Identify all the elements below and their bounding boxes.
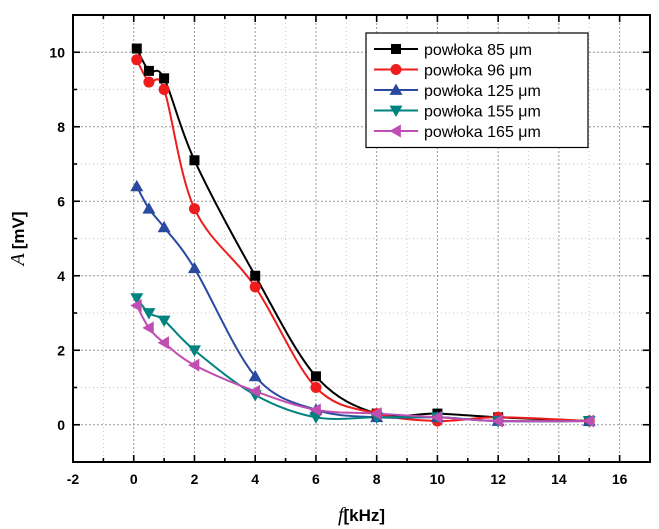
grid [73, 15, 650, 462]
x-tick-label: 10 [430, 471, 446, 487]
legend-marker-2 [390, 64, 402, 75]
data-point-series-2 [143, 76, 155, 88]
data-point-series-3 [248, 369, 262, 382]
data-point-series-3 [142, 202, 156, 214]
y-tick-label: 4 [57, 268, 65, 284]
data-point-series-1 [159, 73, 170, 84]
legend-label-3: powłoka 125 μm [424, 83, 541, 100]
legend-label-2: powłoka 96 μm [424, 63, 532, 80]
x-axis-variable: f [338, 504, 346, 526]
data-point-series-4 [157, 315, 171, 327]
data-point-series-5 [370, 407, 382, 421]
data-point-series-1 [143, 65, 154, 76]
data-point-series-3 [157, 220, 171, 233]
series-markers [130, 43, 596, 428]
data-point-series-1 [250, 270, 261, 281]
data-point-series-2 [188, 203, 200, 215]
legend-label-4: powłoka 155 μm [424, 104, 541, 121]
y-tick-label: 2 [57, 342, 65, 358]
tick-labels: -2 0 2 4 6 8 10 12 14 16 0 2 4 6 8 10 [49, 44, 627, 487]
data-point-series-5 [130, 299, 142, 313]
data-point-series-3 [187, 261, 201, 274]
y-axis-unit: [mV] [9, 212, 28, 250]
x-axis-unit: [kHz] [344, 506, 386, 525]
legend-marker-4 [389, 105, 403, 117]
x-tick-label: 6 [312, 471, 320, 487]
y-axis-title: A [mV] [7, 212, 29, 268]
data-point-series-2 [131, 54, 143, 66]
data-point-series-4 [142, 308, 156, 320]
data-point-series-5 [430, 410, 443, 424]
data-point-series-5 [309, 403, 321, 417]
x-tick-label: 14 [551, 471, 567, 487]
data-point-series-1 [310, 371, 321, 382]
data-point-series-5 [157, 336, 169, 350]
y-tick-label: 6 [57, 193, 65, 209]
legend-marker-5 [389, 124, 401, 138]
data-point-series-1 [131, 43, 142, 54]
data-point-series-5 [187, 358, 200, 372]
x-tick-label: 12 [490, 471, 506, 487]
data-point-series-5 [582, 414, 595, 428]
x-tick-label: 4 [251, 471, 259, 487]
axis-ticks [72, 14, 651, 463]
data-point-series-5 [248, 384, 261, 398]
legend: powłoka 85 μm powłoka 96 μm powłoka 125 μm… [365, 32, 589, 149]
data-point-series-2 [158, 84, 170, 95]
x-tick-label: 16 [612, 471, 628, 487]
x-tick-label: 2 [191, 471, 199, 487]
data-point-series-4 [187, 345, 201, 357]
x-axis-title: f[kHz] [338, 504, 385, 526]
data-point-series-2 [310, 382, 322, 393]
data-point-series-5 [491, 414, 504, 428]
data-point-series-4 [130, 293, 144, 305]
x-tick-label: 8 [373, 471, 381, 487]
y-tick-label: 0 [57, 417, 65, 433]
x-tick-label: -2 [67, 471, 80, 487]
legend-label-1: powłoka 85 μm [424, 42, 532, 59]
series-line-5 [135, 305, 590, 423]
data-point-series-5 [142, 321, 154, 335]
data-point-series-1 [189, 155, 200, 166]
legend-marker-3 [389, 83, 403, 95]
data-point-series-3 [130, 179, 144, 192]
x-tick-label: 0 [130, 471, 138, 487]
series-line-3 [135, 185, 590, 423]
legend-label-5: powłoka 165 μm [424, 124, 541, 141]
data-point-series-2 [249, 281, 261, 293]
legend-marker-1 [391, 44, 401, 54]
series-line-4 [135, 297, 590, 423]
y-tick-label: 8 [57, 119, 65, 135]
y-axis-variable: A [7, 253, 29, 268]
y-tick-label: 10 [49, 44, 65, 60]
series-line-1 [135, 48, 590, 423]
